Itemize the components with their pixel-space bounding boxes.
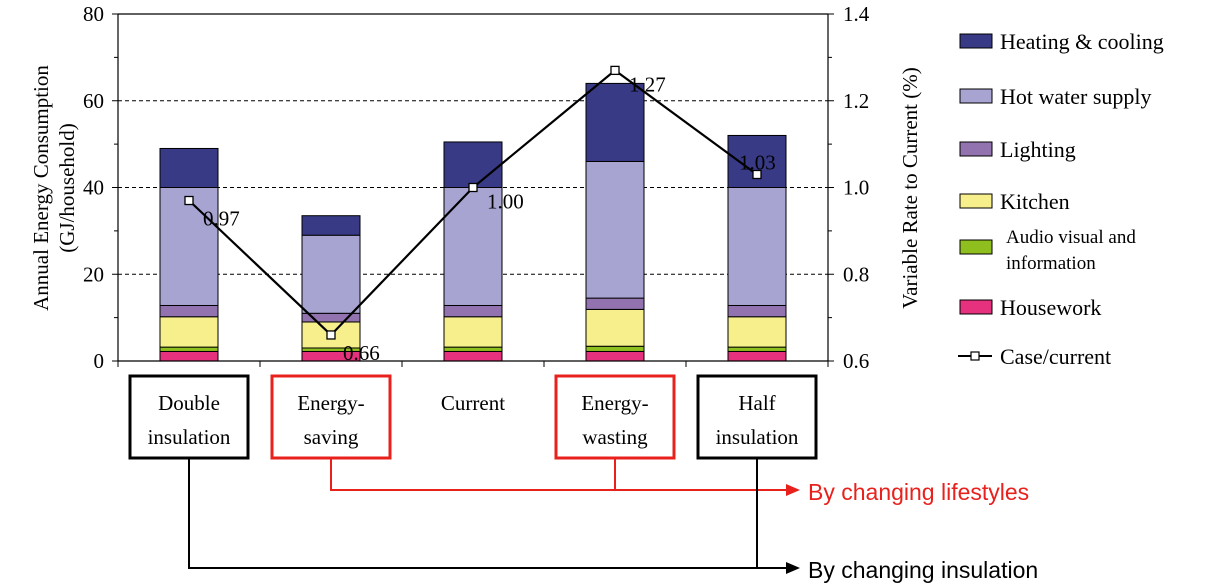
bar-segment <box>585 345 645 352</box>
legend-swatch <box>959 141 993 157</box>
legend-label: Kitchen <box>1000 189 1070 214</box>
case-current-point <box>326 330 336 340</box>
lifestyle-arrowhead <box>786 484 800 496</box>
case-current-point <box>610 65 620 76</box>
x-tick-label: wasting <box>582 425 648 449</box>
y-tick-label: 60 <box>83 89 104 113</box>
rate-label: 1.27 <box>629 72 666 96</box>
bar-segment <box>159 187 219 306</box>
case-current-point <box>468 182 478 193</box>
y-tick-label: 0 <box>94 349 105 373</box>
y-axis-title-line: Annual Energy Consumption <box>29 65 53 311</box>
y-axis-title-line: (GJ/household) <box>55 123 79 253</box>
bar-segment <box>585 297 645 310</box>
y2-tick-label: 1.0 <box>843 176 869 200</box>
stacked-bars <box>159 82 787 362</box>
legend-label: Case/current <box>1000 344 1111 369</box>
bar-segment <box>159 316 219 348</box>
lifestyle-connector <box>330 458 790 491</box>
y2-tick-label: 0.8 <box>843 262 869 286</box>
bar-segment <box>585 308 645 347</box>
legend-label-line: Audio visual and <box>1006 227 1136 248</box>
x-tick-label: Energy- <box>581 391 648 415</box>
rate-label: 0.97 <box>203 207 240 231</box>
grid-lines <box>118 100 828 275</box>
legend-label: Audio visual and information <box>1006 227 1136 274</box>
x-tick-label: insulation <box>716 425 799 449</box>
x-tick-label: saving <box>304 425 359 449</box>
rate-label: 1.00 <box>487 190 524 214</box>
bar-segment <box>585 82 645 162</box>
legend-swatch <box>959 193 993 209</box>
bar-segment <box>727 350 787 362</box>
insulation-connector <box>188 458 790 569</box>
insulation-arrowhead <box>786 562 800 574</box>
y2-tick-label: 1.4 <box>843 2 870 26</box>
bar-segment <box>159 350 219 362</box>
insulation-label: By changing insulation <box>808 557 1038 583</box>
lifestyle-label: By changing lifestyles <box>808 479 1029 505</box>
bar-segment <box>585 160 645 299</box>
x-tick-label: insulation <box>148 425 231 449</box>
bar-segment <box>443 141 503 189</box>
bar-segment <box>301 234 361 314</box>
case-current-point <box>184 195 194 206</box>
bar-segment <box>443 187 503 306</box>
category-boxes: Double insulation Energy-saving Current Ener… <box>128 374 818 460</box>
legend-label-line: information <box>1006 253 1096 274</box>
y-tick-label: 20 <box>83 262 104 286</box>
bar-segment <box>727 316 787 348</box>
x-tick-label: Energy- <box>297 391 364 415</box>
bar-segment <box>727 304 787 318</box>
bar-segment <box>727 346 787 352</box>
rate-label: 1.03 <box>739 150 776 174</box>
legend-marker <box>970 351 980 361</box>
bar-segment <box>159 304 219 318</box>
bar-segment <box>443 346 503 352</box>
y2-axis-title: Variable Rate to Current (%) <box>898 67 922 308</box>
bar-segment <box>443 304 503 318</box>
y-axis-title: Annual Energy Consumption(GJ/household) <box>29 65 79 311</box>
y-tick-label: 40 <box>83 176 104 200</box>
bar-segment <box>585 350 645 362</box>
case-current-point <box>752 169 762 180</box>
case-current-line: 0.97 0.66 1.00 1.27 1.03 <box>184 65 776 365</box>
legend-label: Lighting <box>1000 137 1076 162</box>
bar-segment <box>159 147 219 188</box>
legend-swatch <box>959 239 993 255</box>
bar-segment <box>727 187 787 306</box>
x-tick-label: Current <box>441 391 505 415</box>
legend: Heating & cooling Hot water supply Lightin… <box>958 29 1164 369</box>
bar-segment <box>443 316 503 348</box>
bar-segment <box>301 215 361 236</box>
x-tick-label: Double <box>158 391 220 415</box>
legend-label: Hot water supply <box>1000 84 1152 109</box>
legend-swatch <box>959 299 993 315</box>
y2-tick-label: 0.6 <box>843 349 869 373</box>
axis-titles: Annual Energy Consumption(GJ/household) V… <box>29 65 922 311</box>
y2-tick-label: 1.2 <box>843 89 869 113</box>
bar-segment <box>443 350 503 362</box>
legend-swatch <box>959 88 993 104</box>
legend-label: Heating & cooling <box>1000 29 1164 54</box>
y-tick-label: 80 <box>83 2 104 26</box>
x-tick-label: Half <box>738 391 775 415</box>
rate-label: 0.66 <box>343 341 380 365</box>
comparison-arrows: By changing lifestyles By changing insula… <box>188 458 1038 583</box>
legend-label: Housework <box>1000 295 1101 320</box>
bar-segment <box>159 346 219 352</box>
legend-swatch <box>959 33 993 49</box>
axes: 0 20 40 60 80 0.6 0.8 1.0 1.2 1.4 <box>83 2 870 373</box>
